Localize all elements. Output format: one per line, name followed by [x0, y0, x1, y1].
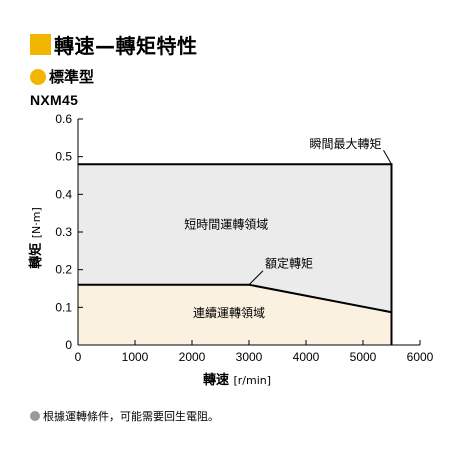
x-tick-label: 4000	[293, 350, 320, 364]
short-time-region-label: 短時間運轉領域	[184, 216, 268, 231]
model-name: NXM45	[30, 92, 79, 108]
y-tick-label: 0.4	[55, 187, 72, 201]
torque-speed-chart: 0 0.1 0.2 0.3 0.4 0.5 0.6 0 1000 2000 3000 4000 5000…	[28, 112, 434, 388]
max-torque-annotation: 瞬間最大轉矩	[309, 137, 381, 151]
page-title: 轉速—轉矩特性	[54, 34, 198, 58]
y-tick-label: 0.5	[55, 150, 72, 164]
continuous-region-area	[78, 284, 392, 345]
x-tick-label: 3000	[236, 350, 263, 364]
max-torque-leader	[383, 149, 392, 165]
x-axis-label: 轉速 [r/min]	[203, 372, 271, 388]
y-tick-label: 0.2	[55, 263, 72, 277]
x-tick-label: 5000	[350, 350, 377, 364]
subtitle: 標準型	[49, 68, 95, 86]
y-tick-label: 0.6	[55, 112, 72, 126]
x-tick-label: 1000	[122, 350, 149, 364]
note-dot-icon	[30, 411, 40, 421]
subtitle-row: 標準型	[30, 66, 94, 87]
rated-torque-annotation: 額定轉矩	[265, 256, 313, 271]
continuous-region-label: 連續運轉領域	[193, 305, 265, 320]
x-axis-unit: [r/min]	[233, 374, 271, 387]
x-tick-label: 0	[75, 350, 82, 364]
footnote: 根據運轉條件，可能需要回生電阻。	[30, 408, 219, 424]
y-axis-label: 轉矩 [N·m]	[28, 207, 44, 269]
rated-torque-leader	[248, 270, 264, 286]
y-axis-unit: [N·m]	[30, 207, 43, 238]
y-tick-label: 0	[65, 338, 72, 352]
x-tick-label: 6000	[407, 350, 434, 364]
heading-square-icon	[30, 34, 51, 55]
chart-heading: 轉速—轉矩特性	[30, 30, 198, 59]
footnote-text: 根據運轉條件，可能需要回生電阻。	[43, 410, 219, 423]
bullet-dot-icon	[30, 68, 46, 85]
x-tick-label: 2000	[179, 350, 206, 364]
y-tick-label: 0.3	[55, 225, 72, 239]
y-tick-label: 0.1	[55, 300, 72, 314]
